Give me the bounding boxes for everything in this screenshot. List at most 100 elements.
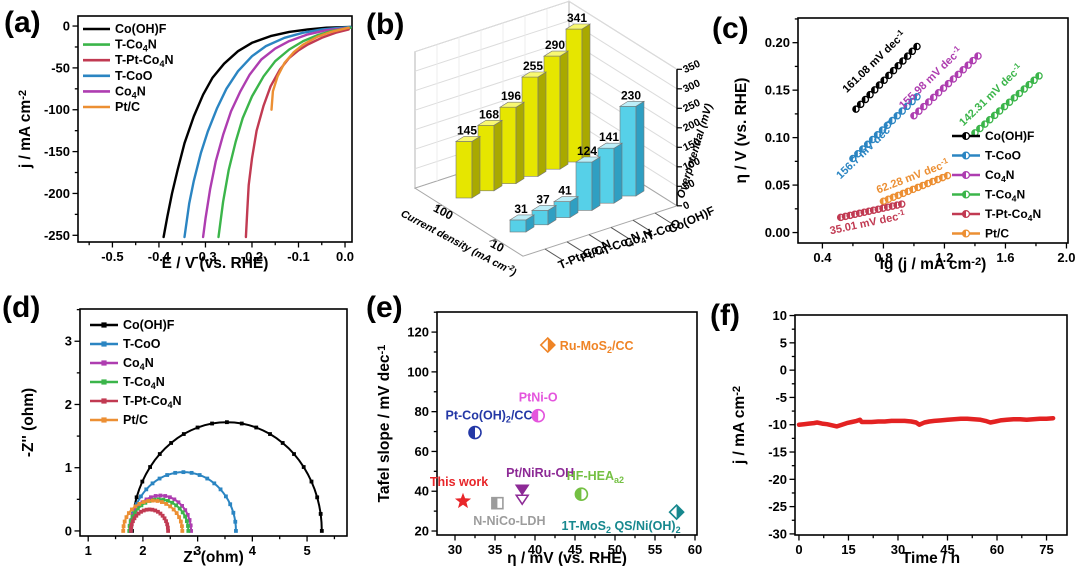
svg-text:4: 4 (249, 543, 257, 558)
legend: Co(OH)F T-CoO Co4N T-Co4N T-Pt-Co4N Pt/C (952, 129, 1041, 241)
svg-text:5: 5 (303, 543, 310, 558)
svg-text:T-CoO: T-CoO (985, 149, 1021, 163)
series-Pt/C (270, 26, 350, 111)
series-T-CoO (128, 470, 238, 533)
svg-text:0: 0 (780, 363, 787, 378)
svg-text:75: 75 (1039, 542, 1053, 557)
svg-text:T-Co4N: T-Co4N (115, 38, 157, 54)
svg-text:N-NiCo-LDH: N-NiCo-LDH (473, 514, 545, 528)
svg-text:50: 50 (681, 177, 697, 193)
svg-text:1.6: 1.6 (996, 250, 1014, 265)
svg-text:230: 230 (621, 88, 641, 102)
svg-text:Tafel slope / mV dec-1: Tafel slope / mV dec-1 (376, 345, 393, 503)
svg-text:T-CoO: T-CoO (115, 69, 153, 83)
svg-text:Pt/C: Pt/C (985, 227, 1009, 241)
svg-text:0.20: 0.20 (765, 35, 790, 50)
svg-text:Co4N: Co4N (985, 168, 1014, 184)
svg-text:Co4N: Co4N (123, 356, 154, 372)
svg-text:15: 15 (841, 542, 855, 557)
svg-text:60: 60 (688, 542, 702, 557)
svg-text:168: 168 (479, 107, 499, 121)
svg-text:35: 35 (488, 542, 502, 557)
svg-text:Co(OH)F: Co(OH)F (123, 318, 175, 332)
point-ru-mos-2-cc: Ru-MoS2/CC (539, 336, 634, 355)
series-Co(OH)F (162, 25, 352, 239)
svg-text:40: 40 (415, 484, 429, 499)
svg-text:30: 30 (891, 542, 905, 557)
svg-text:80: 80 (415, 404, 429, 419)
series-T-Pt-Co_{4}N (836, 200, 906, 222)
svg-text:-10: -10 (768, 417, 787, 432)
svg-text:196: 196 (501, 89, 521, 103)
svg-text:Ru-MoS2/CC: Ru-MoS2/CC (560, 339, 634, 355)
svg-text:-0.2: -0.2 (241, 249, 263, 264)
svg-text:1: 1 (65, 460, 72, 475)
svg-text:0: 0 (65, 523, 72, 538)
svg-text:0.15: 0.15 (765, 83, 790, 98)
svg-text:0.4: 0.4 (813, 250, 832, 265)
svg-text:Pt/C: Pt/C (115, 100, 140, 114)
panel-b-letter: (b) (366, 8, 405, 41)
legend: Co(OH)F T-CoO Co4N T-Co4N T-Pt-Co4N Pt/C (90, 318, 181, 427)
svg-text:This work: This work (430, 475, 488, 489)
svg-text:j / mA cm-2: j / mA cm-2 (731, 386, 748, 465)
svg-text:-150: -150 (44, 144, 70, 159)
svg-text:255: 255 (523, 59, 543, 73)
series-T-CoO (183, 25, 352, 239)
svg-text:124: 124 (577, 144, 597, 158)
svg-text:5: 5 (780, 335, 787, 350)
axes (789, 314, 1048, 541)
svg-text:Time / h: Time / h (902, 550, 960, 566)
svg-text:45: 45 (940, 542, 954, 557)
series-Co(OH)F (852, 42, 921, 113)
svg-text:Co4N: Co4N (115, 84, 146, 100)
svg-text:0: 0 (795, 542, 802, 557)
series-chronoamperometry (796, 415, 1056, 429)
svg-text:Z' (ohm): Z' (ohm) (183, 549, 244, 566)
svg-text:-100: -100 (44, 102, 70, 117)
series-T-Pt-Co_{4}N (128, 507, 170, 533)
overpotential-bar3d-chart: 1451681962552903413137411241412300501001… (399, 0, 717, 279)
svg-text:3: 3 (65, 334, 72, 349)
svg-text:-15: -15 (768, 445, 787, 460)
svg-text:Pt-Co(OH)2/CC: Pt-Co(OH)2/CC (446, 409, 533, 425)
panel-a-letter: (a) (4, 6, 41, 39)
svg-text:50: 50 (608, 542, 622, 557)
lsv-chart: -0.5 -0.4 -0.3 -0.2 -0.1 0.0 0 -50 -100 -150 -200 -… (17, 15, 354, 272)
svg-text:-200: -200 (44, 186, 70, 201)
series-Co(OH)F (130, 420, 324, 533)
svg-text:-0.3: -0.3 (194, 249, 216, 264)
svg-text:-0.5: -0.5 (101, 249, 123, 264)
svg-text:145: 145 (457, 123, 477, 137)
svg-text:10: 10 (488, 237, 507, 256)
svg-text:1.2: 1.2 (935, 250, 953, 265)
svg-text:0: 0 (681, 199, 692, 212)
svg-text:Co(OH)F: Co(OH)F (115, 22, 167, 36)
svg-text:55: 55 (648, 542, 662, 557)
series-T-Co_{4}N (971, 72, 1043, 137)
point-hf-hea-a2-: HF-HEAa2 (567, 469, 624, 502)
svg-text:PtNi-O: PtNi-O (519, 391, 558, 405)
svg-text:η / V (vs. RHE): η / V (vs. RHE) (733, 78, 750, 184)
svg-text:-30: -30 (768, 526, 787, 541)
bars-100 (454, 23, 592, 199)
panel-c: (c) 0.4 0.8 1.2 1.6 2.0 0.00 0.05 0.10 0.15 0.20 l… (700, 0, 1080, 283)
svg-text:T-Pt-Co4N: T-Pt-Co4N (123, 394, 181, 410)
svg-text:HF-HEAa2: HF-HEAa2 (567, 469, 624, 485)
svg-text:η / mV (vs. RHE): η / mV (vs. RHE) (507, 550, 627, 566)
svg-text:20: 20 (415, 524, 429, 539)
svg-text:156.7 mV dec-1: 156.7 mV dec-1 (833, 118, 898, 182)
series-Co_{4}N (201, 26, 352, 239)
svg-text:2: 2 (65, 397, 72, 412)
svg-text:10: 10 (773, 308, 787, 323)
point-this-work: This work (430, 475, 488, 509)
panel-d: (d) 1 2 3 4 5 0 1 2 3 Z' (ohm) -Z'' (ohm) Co(OH)F T-… (0, 283, 360, 566)
series-Pt/C (121, 498, 185, 533)
point-n-nico-ldh: N-NiCo-LDH (473, 496, 546, 528)
svg-text:2: 2 (139, 543, 146, 558)
svg-text:100: 100 (407, 364, 429, 379)
svg-text:161.08 mV dec-1: 161.08 mV dec-1 (839, 27, 909, 95)
panel-c-letter: (c) (712, 12, 749, 45)
